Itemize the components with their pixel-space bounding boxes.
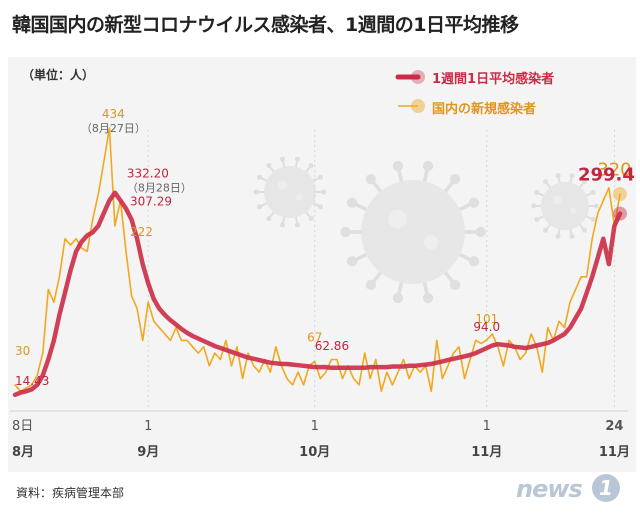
- data-label: 14.43: [15, 374, 49, 388]
- series-lines: [12, 70, 627, 398]
- data-label: 30: [15, 344, 30, 358]
- series-end-marker-average: [613, 206, 627, 221]
- chart-panel: [8, 57, 636, 472]
- data-label-note: （8月27日）: [81, 122, 146, 135]
- virus-icon: [340, 160, 486, 304]
- legend-daily: 国内の新規感染者: [432, 98, 536, 117]
- legend-average-label: 1週間1日平均感染者: [432, 72, 555, 87]
- data-label: 101: [475, 312, 498, 326]
- data-label: 67: [307, 330, 322, 344]
- legend-average: 1週間1日平均感染者: [432, 68, 554, 87]
- legend-swatch-average: [395, 70, 425, 84]
- x-month-label: 8月: [12, 445, 34, 460]
- news1-logo-mark-icon: 1: [592, 474, 620, 502]
- news1-logo: news: [516, 475, 583, 503]
- x-month-label: 10月: [299, 445, 330, 460]
- chart-title: 韓国国内の新型コロナウイルス感染者、1週間の1日平均推移: [12, 14, 519, 36]
- data-label: 62.86: [315, 339, 349, 353]
- x-gridlines: [147, 130, 615, 410]
- source-note: 資料：疾病管理本部: [16, 486, 125, 500]
- data-label: 222: [130, 225, 153, 239]
- x-tick-label: 1: [311, 419, 319, 434]
- series-line-daily: [14, 127, 621, 393]
- x-month-label: 9月: [137, 445, 159, 460]
- data-label: 94.0: [473, 320, 500, 334]
- x-month-label: 11月: [471, 445, 502, 460]
- data-label: 299.4: [578, 165, 635, 186]
- data-label: 332.20: [127, 167, 169, 181]
- data-label: 307.29: [130, 195, 172, 209]
- data-labels: 30 14.43 434（8月27日） 332.20（8月28日）307.29 222 6…: [15, 107, 635, 388]
- virus-icon: [531, 173, 599, 239]
- x-tick-label: 8日: [12, 419, 33, 434]
- x-month-label: 11月: [599, 445, 630, 460]
- data-label: 320: [597, 159, 631, 180]
- x-tick-label: 1: [483, 419, 491, 434]
- virus-icon: [253, 156, 327, 228]
- virus-decoration-icon: [253, 156, 599, 304]
- x-axis: 8日 8月 1 9月 1 10月 1 11月 24 11月: [10, 410, 630, 460]
- x-tick-label: 1: [144, 419, 152, 434]
- legend-daily-label: 国内の新規感染者: [432, 102, 537, 117]
- svg-text:1: 1: [599, 476, 613, 500]
- data-label: 434: [102, 107, 125, 121]
- series-line-average: [12, 190, 623, 398]
- data-label-note: （8月28日）: [127, 182, 192, 195]
- unit-label: （単位：人）: [22, 68, 95, 82]
- legend-swatch-daily: [398, 99, 425, 113]
- series-end-marker-daily: [613, 187, 627, 202]
- x-tick-label: 24: [605, 419, 623, 434]
